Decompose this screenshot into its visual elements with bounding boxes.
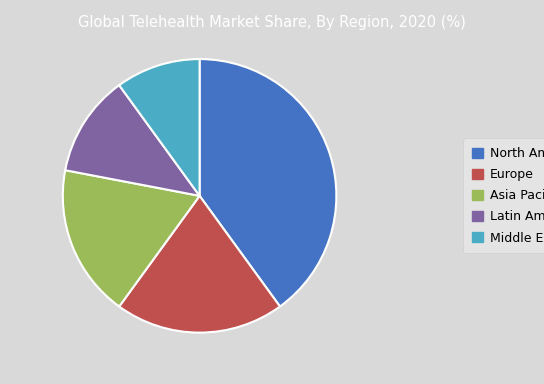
Wedge shape: [119, 59, 200, 196]
Wedge shape: [65, 85, 200, 196]
Wedge shape: [200, 59, 336, 306]
Wedge shape: [119, 196, 280, 333]
Wedge shape: [63, 170, 200, 306]
Text: Global Telehealth Market Share, By Region, 2020 (%): Global Telehealth Market Share, By Regio…: [78, 15, 466, 30]
Legend: North America, Europe, Asia Pacific, Latin America, Middle East & Africa: North America, Europe, Asia Pacific, Lat…: [463, 138, 544, 253]
